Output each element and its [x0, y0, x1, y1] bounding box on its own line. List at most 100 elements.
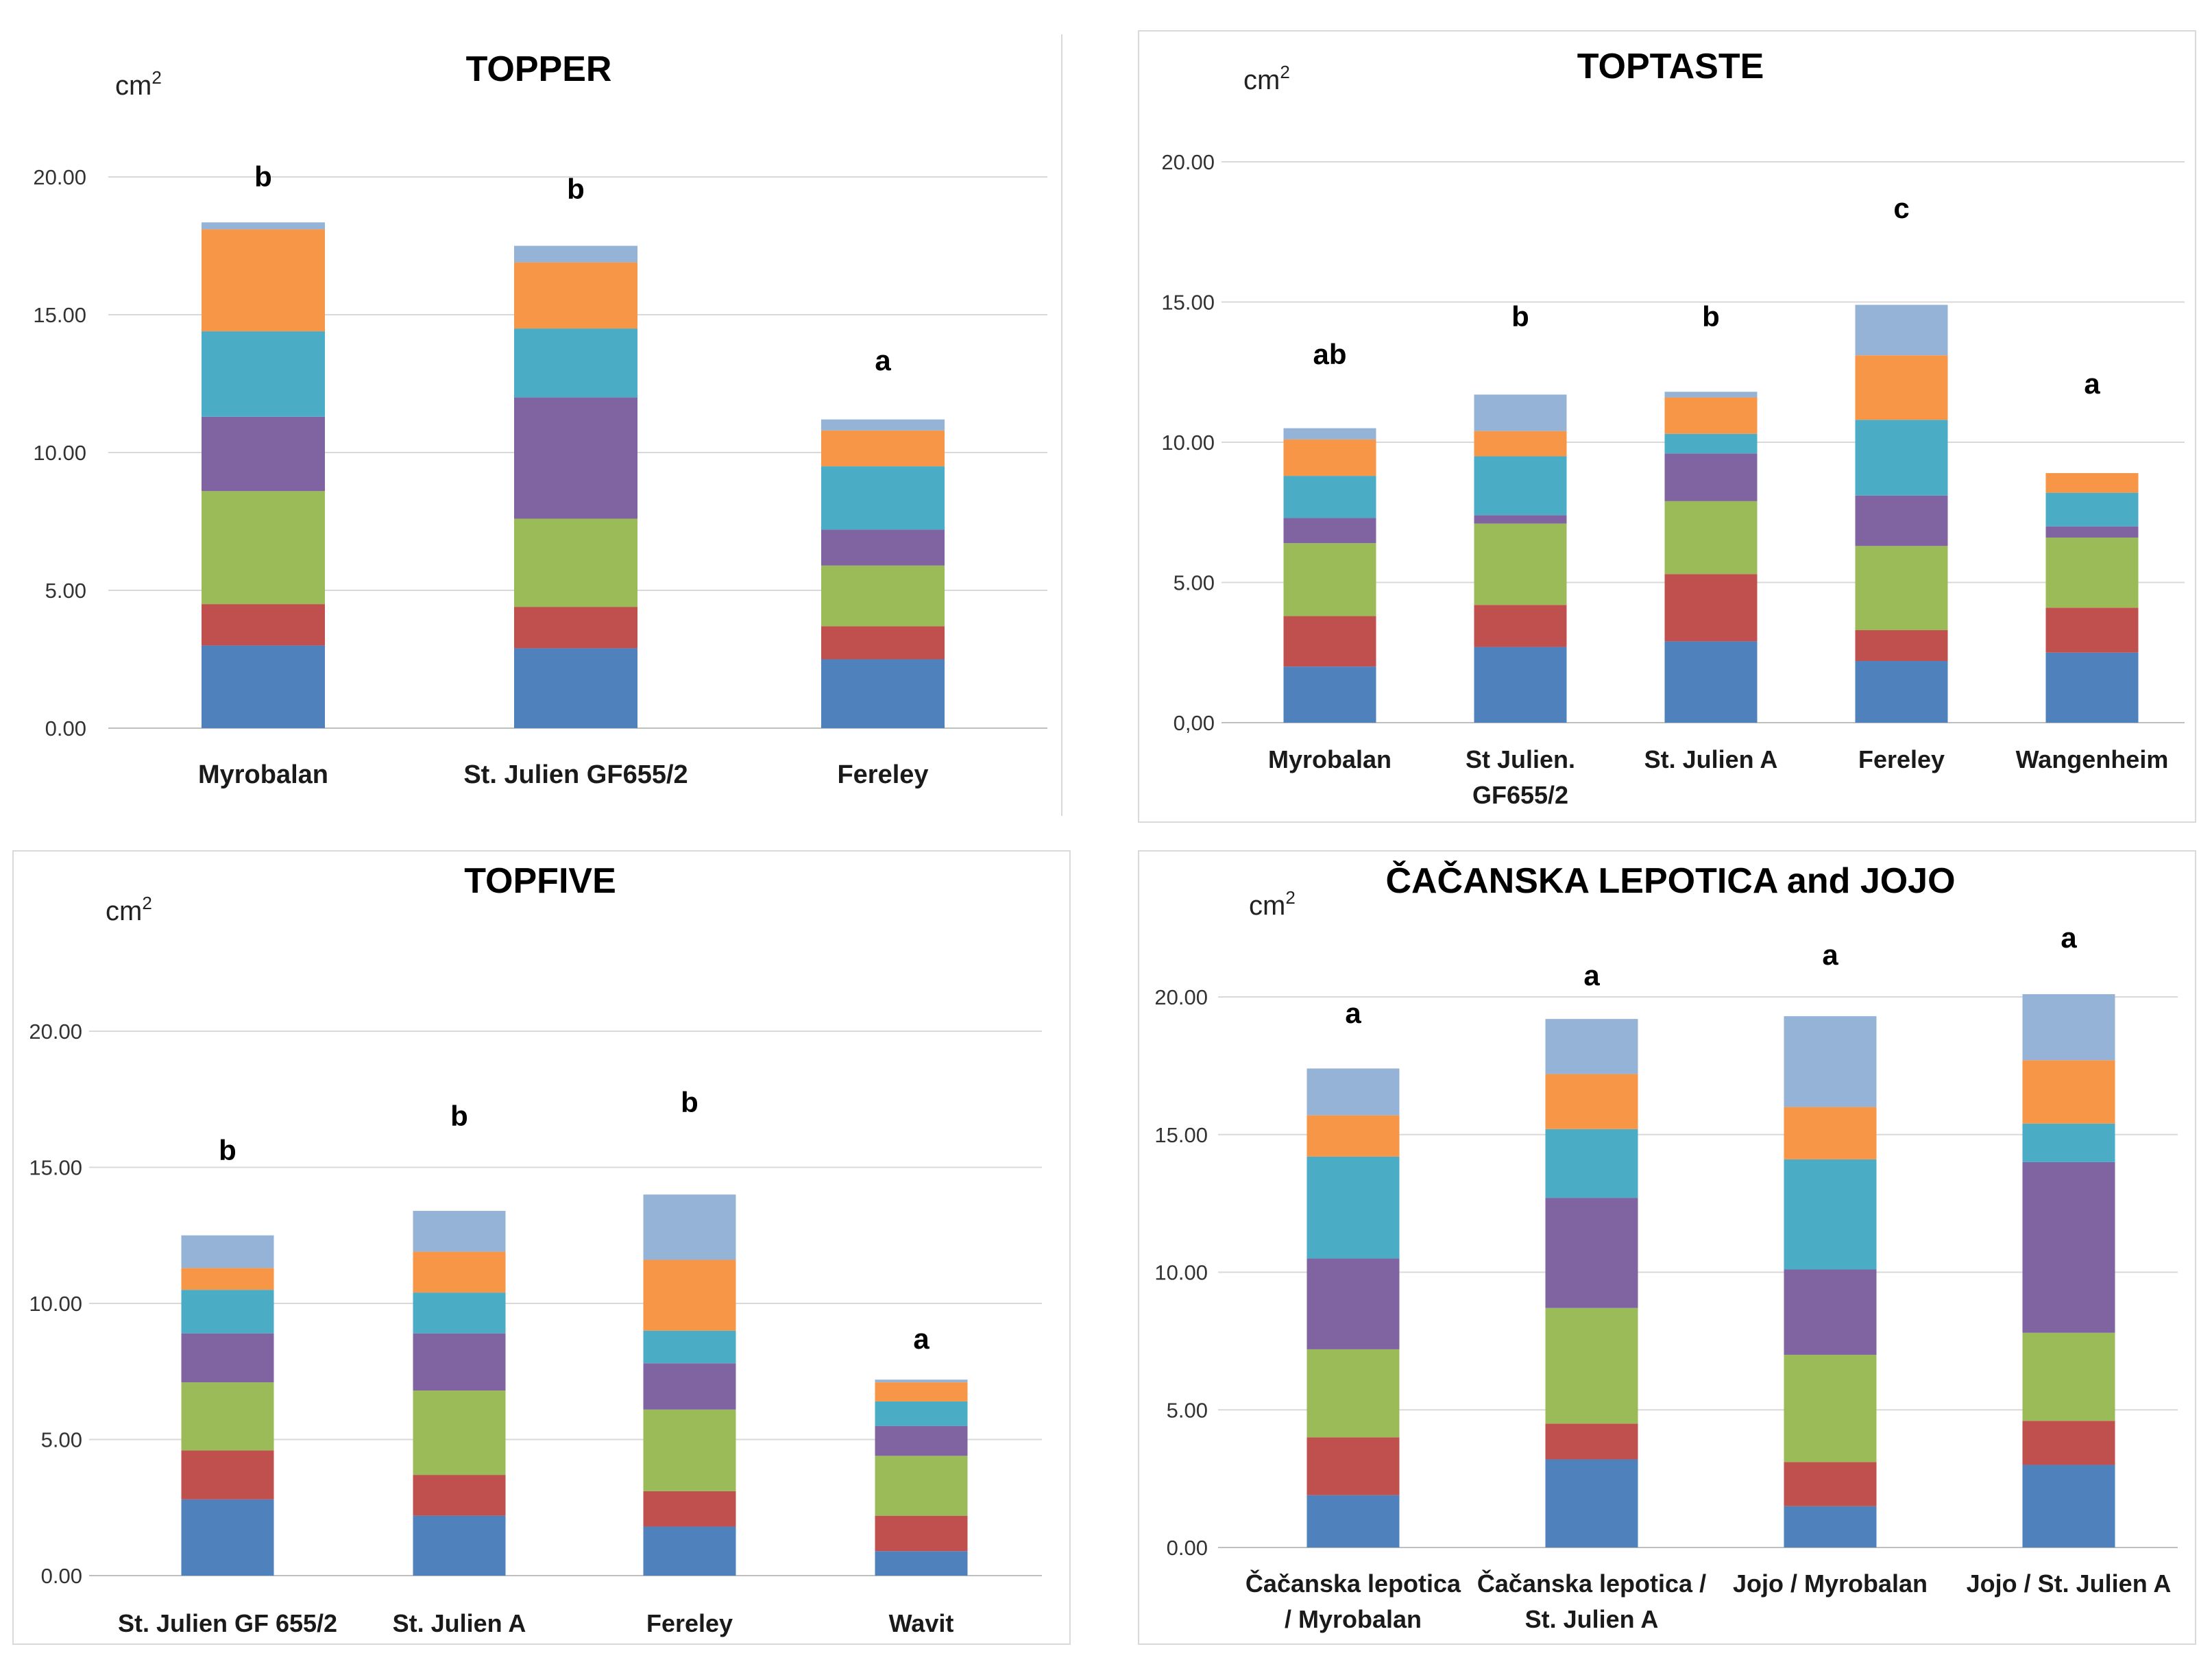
bar-segment-5: [2045, 492, 2139, 527]
bar-segment-5: [413, 1292, 506, 1334]
bar-segment-4: [1784, 1269, 1877, 1355]
y-tick-label: 0.00: [1167, 1536, 1208, 1560]
significance-letter: ab: [1313, 338, 1346, 370]
bar-segment-2: [643, 1491, 736, 1527]
bar-segment-7: [514, 245, 637, 263]
chart-panel-topfive: TOPFIVE cm2 0.00 5.00 10.00 15.00 20.00 b St. Ju…: [12, 850, 1071, 1645]
bar-segment-7: [643, 1194, 736, 1260]
bar-segment-3: [1283, 543, 1376, 616]
bar-segment-1: [821, 659, 945, 728]
bar-segment-3: [514, 518, 637, 607]
bar-segment-1: [181, 1499, 274, 1576]
bar-segment-1: [1306, 1495, 1400, 1547]
chart-panel-cacanska-jojo: ČAČANSKA LEPOTICA and JOJO cm2 0.00 5.00 10.…: [1138, 850, 2196, 1645]
bar-segment-3: [643, 1409, 736, 1491]
bar-segment-5: [875, 1401, 968, 1426]
x-category-label: St. Julien GF655/2: [463, 760, 688, 789]
chart-title: TOPPER: [466, 49, 612, 89]
significance-letter: b: [254, 160, 272, 193]
x-category-label: / Myrobalan: [1285, 1605, 1422, 1633]
bar-segment-4: [202, 416, 325, 492]
bar-segment-5: [1545, 1129, 1638, 1199]
y-tick-label: 5.00: [1167, 1398, 1208, 1422]
chart-panel-topper: TOPPER cm2 0.00 5.00 10.00 15.00 20.00 b Myrobal…: [12, 34, 1062, 816]
bar-segment-2: [1283, 616, 1376, 667]
bar-segment-2: [1664, 574, 1758, 642]
x-category-label: GF655/2: [1472, 781, 1568, 809]
bar-segment-3: [821, 565, 945, 627]
bar-segment-4: [875, 1425, 968, 1456]
bar-segment-3: [413, 1390, 506, 1476]
significance-letter: c: [1893, 192, 1909, 224]
chart-title: ČAČANSKA LEPOTICA and JOJO: [1385, 860, 1955, 901]
bar-segment-7: [875, 1380, 968, 1383]
bar-segment-7: [1545, 1019, 1638, 1074]
significance-letter: a: [1583, 959, 1600, 991]
bar-segment-3: [1784, 1354, 1877, 1462]
bar-segment-7: [821, 419, 945, 431]
bar-segment-1: [1664, 641, 1758, 723]
y-tick-label: 20.00: [1154, 985, 1208, 1009]
bar-segment-4: [181, 1333, 274, 1383]
bar-segment-5: [1664, 433, 1758, 454]
bar-segment-7: [1784, 1016, 1877, 1107]
bar-segment-6: [1784, 1107, 1877, 1159]
y-tick-label: 20.00: [33, 165, 86, 189]
bar-segment-2: [821, 626, 945, 660]
y-tick-label: 0.00: [41, 1564, 82, 1588]
y-tick-label: 15.00: [1161, 291, 1215, 315]
bar-segment-6: [181, 1268, 274, 1290]
chart-cacanska-jojo: ČAČANSKA LEPOTICA and JOJO cm2 0.00 5.00 10.…: [1154, 860, 2178, 1633]
y-tick-label: 20.00: [1161, 150, 1215, 174]
significance-letter: b: [1702, 300, 1720, 333]
bar-segment-7: [1855, 304, 1948, 356]
bar-segment-3: [2022, 1332, 2115, 1421]
significance-letter: b: [1511, 300, 1529, 333]
y-tick-label: 5.00: [45, 579, 86, 603]
bar-segment-1: [1784, 1506, 1877, 1547]
bar-segment-5: [821, 466, 945, 530]
bar-segment-1: [1855, 661, 1948, 723]
bar-segment-5: [1855, 420, 1948, 496]
significance-letter: b: [681, 1086, 698, 1118]
bar-segment-6: [1545, 1074, 1638, 1129]
bar-segment-4: [2022, 1161, 2115, 1333]
significance-letter: b: [450, 1100, 468, 1132]
bar-segment-4: [643, 1363, 736, 1410]
bar-segment-1: [1283, 666, 1376, 723]
y-tick-label: 20.00: [29, 1020, 82, 1044]
bar-segment-2: [181, 1450, 274, 1500]
bar-segment-2: [1474, 605, 1567, 647]
bar-segment-2: [202, 604, 325, 646]
x-category-label: Fereley: [1858, 745, 1945, 773]
y-axis-unit-label: cm2: [1243, 62, 1290, 95]
bar-segment-6: [875, 1382, 968, 1401]
bar-segment-7: [1474, 394, 1567, 431]
bar-segment-6: [2045, 472, 2139, 493]
bar-segment-2: [1784, 1462, 1877, 1506]
bar-segment-2: [413, 1475, 506, 1516]
bar-segment-1: [2022, 1465, 2115, 1547]
bar-segment-4: [514, 397, 637, 519]
bar-segment-5: [643, 1330, 736, 1364]
bar-segment-5: [1306, 1156, 1400, 1259]
bar-segment-6: [2022, 1060, 2115, 1124]
bar-segment-6: [202, 229, 325, 332]
bar-segment-6: [514, 262, 637, 329]
bar-segment-3: [1306, 1349, 1400, 1438]
x-category-label: Jojo / St. Julien A: [1967, 1569, 2172, 1598]
bar-segment-1: [1474, 647, 1567, 723]
bar-segment-3: [1545, 1308, 1638, 1424]
y-tick-label: 10.00: [1154, 1261, 1208, 1285]
bar-segment-5: [1283, 476, 1376, 518]
y-tick-label: 0,00: [1174, 711, 1215, 735]
bar-segment-7: [181, 1235, 274, 1268]
x-category-label: St. Julien A: [393, 1609, 526, 1637]
bar-segment-4: [1545, 1198, 1638, 1308]
bar-segment-3: [181, 1382, 274, 1451]
bar-segment-7: [1306, 1068, 1400, 1116]
bar-segment-4: [1855, 495, 1948, 546]
bar-segment-1: [2045, 652, 2139, 723]
bar-segment-4: [413, 1333, 506, 1391]
bar-segment-5: [2022, 1123, 2115, 1162]
